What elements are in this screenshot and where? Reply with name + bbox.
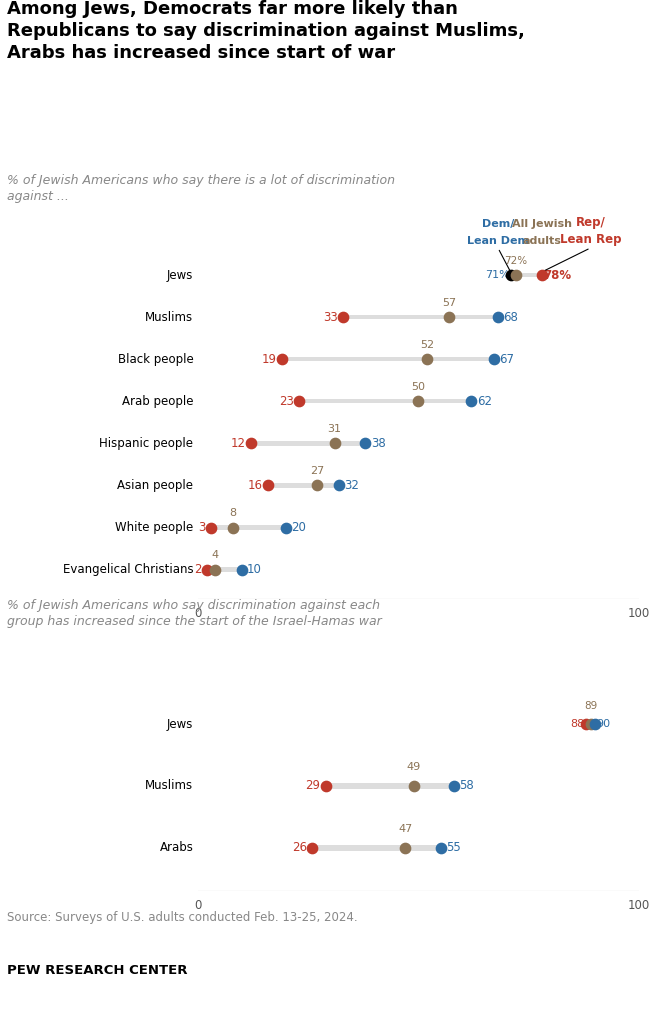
Text: 12: 12 (231, 437, 245, 450)
Point (245, 435, 256, 452)
Text: Source: Surveys of U.S. adults conducted Feb. 13-25, 2024.: Source: Surveys of U.S. adults conducted… (7, 911, 357, 924)
Point (237, 561, 247, 578)
Point (581, 716, 592, 732)
Text: White people: White people (115, 521, 193, 535)
Text: 52: 52 (420, 340, 434, 350)
Text: Arabs: Arabs (159, 841, 193, 854)
Text: Muslims: Muslims (145, 779, 193, 793)
Text: 31: 31 (328, 424, 341, 434)
Point (312, 477, 322, 494)
Text: Evangelical Christians: Evangelical Christians (63, 563, 193, 577)
Text: 71%: 71% (485, 270, 510, 281)
Text: Among Jews, Democrats far more likely than
Republicans to say discrimination aga: Among Jews, Democrats far more likely th… (7, 0, 525, 62)
Text: 10: 10 (247, 563, 262, 577)
Text: 16: 16 (248, 479, 263, 492)
Text: Hispanic people: Hispanic people (100, 437, 193, 450)
Text: 68: 68 (503, 310, 518, 324)
Point (210, 561, 221, 578)
Text: Rep/: Rep/ (576, 216, 606, 229)
Text: % of Jewish Americans who say there is a lot of discrimination
against ...: % of Jewish Americans who say there is a… (7, 174, 395, 203)
Text: 50: 50 (411, 382, 426, 392)
Point (338, 309, 349, 326)
Text: Jews: Jews (167, 718, 193, 731)
Text: Asian people: Asian people (117, 479, 193, 492)
Point (493, 309, 503, 326)
Point (510, 267, 521, 284)
Text: Dem/: Dem/ (482, 219, 514, 229)
Point (537, 267, 548, 284)
Point (590, 716, 600, 732)
Bar (211, 525, 286, 529)
Text: 67: 67 (499, 353, 514, 366)
Bar (268, 483, 339, 487)
Text: 49: 49 (407, 762, 421, 772)
Text: 27: 27 (310, 466, 324, 476)
Point (506, 267, 517, 284)
Text: 26: 26 (292, 841, 307, 854)
Text: 58: 58 (459, 779, 474, 793)
Point (307, 840, 318, 856)
Text: Arab people: Arab people (122, 395, 193, 408)
Text: 3: 3 (198, 521, 206, 535)
Text: 57: 57 (442, 298, 457, 308)
Text: 88: 88 (571, 719, 585, 729)
Text: 33: 33 (324, 310, 338, 324)
Point (409, 778, 419, 795)
Bar (343, 315, 498, 319)
Point (294, 393, 304, 410)
Text: 20: 20 (291, 521, 306, 535)
Point (206, 519, 216, 536)
Text: 32: 32 (344, 479, 359, 492)
Point (444, 309, 455, 326)
Text: PEW RESEARCH CENTER: PEW RESEARCH CENTER (7, 965, 187, 977)
Bar (312, 845, 440, 851)
Point (276, 351, 287, 368)
Point (263, 477, 273, 494)
Point (466, 393, 476, 410)
Text: 19: 19 (261, 353, 276, 366)
Text: 8: 8 (229, 508, 237, 518)
Text: Lean Dem: Lean Dem (467, 236, 529, 246)
Point (422, 351, 432, 368)
Text: Black people: Black people (117, 353, 193, 366)
Text: 90: 90 (596, 719, 610, 729)
Text: 2: 2 (194, 563, 201, 577)
Text: 29: 29 (305, 779, 320, 793)
Point (330, 435, 340, 452)
Point (436, 840, 446, 856)
Bar (587, 721, 595, 727)
Text: All Jewish: All Jewish (512, 219, 572, 229)
Text: 4: 4 (212, 550, 219, 560)
Point (488, 351, 499, 368)
Text: adults: adults (523, 236, 561, 246)
Text: 78%: 78% (544, 268, 571, 282)
Point (449, 778, 459, 795)
Point (201, 561, 212, 578)
Bar (250, 441, 366, 445)
Bar (299, 399, 471, 403)
Text: 38: 38 (371, 437, 386, 450)
Text: 72%: 72% (504, 256, 527, 266)
Text: Jews: Jews (167, 268, 193, 282)
Text: Lean Rep: Lean Rep (560, 232, 621, 246)
Bar (206, 567, 242, 571)
Point (333, 477, 344, 494)
Bar (326, 782, 454, 790)
Point (228, 519, 239, 536)
Point (281, 519, 291, 536)
Point (413, 393, 424, 410)
Text: Muslims: Muslims (145, 310, 193, 324)
Text: 55: 55 (446, 841, 461, 854)
Text: 89: 89 (584, 700, 597, 711)
Text: % of Jewish Americans who say discrimination against each
group has increased si: % of Jewish Americans who say discrimina… (7, 599, 382, 628)
Point (320, 778, 331, 795)
Bar (281, 357, 494, 361)
Bar (511, 273, 542, 278)
Point (360, 435, 371, 452)
Point (585, 716, 596, 732)
Point (400, 840, 411, 856)
Text: 62: 62 (476, 395, 492, 408)
Text: 23: 23 (279, 395, 294, 408)
Text: 47: 47 (398, 824, 413, 835)
